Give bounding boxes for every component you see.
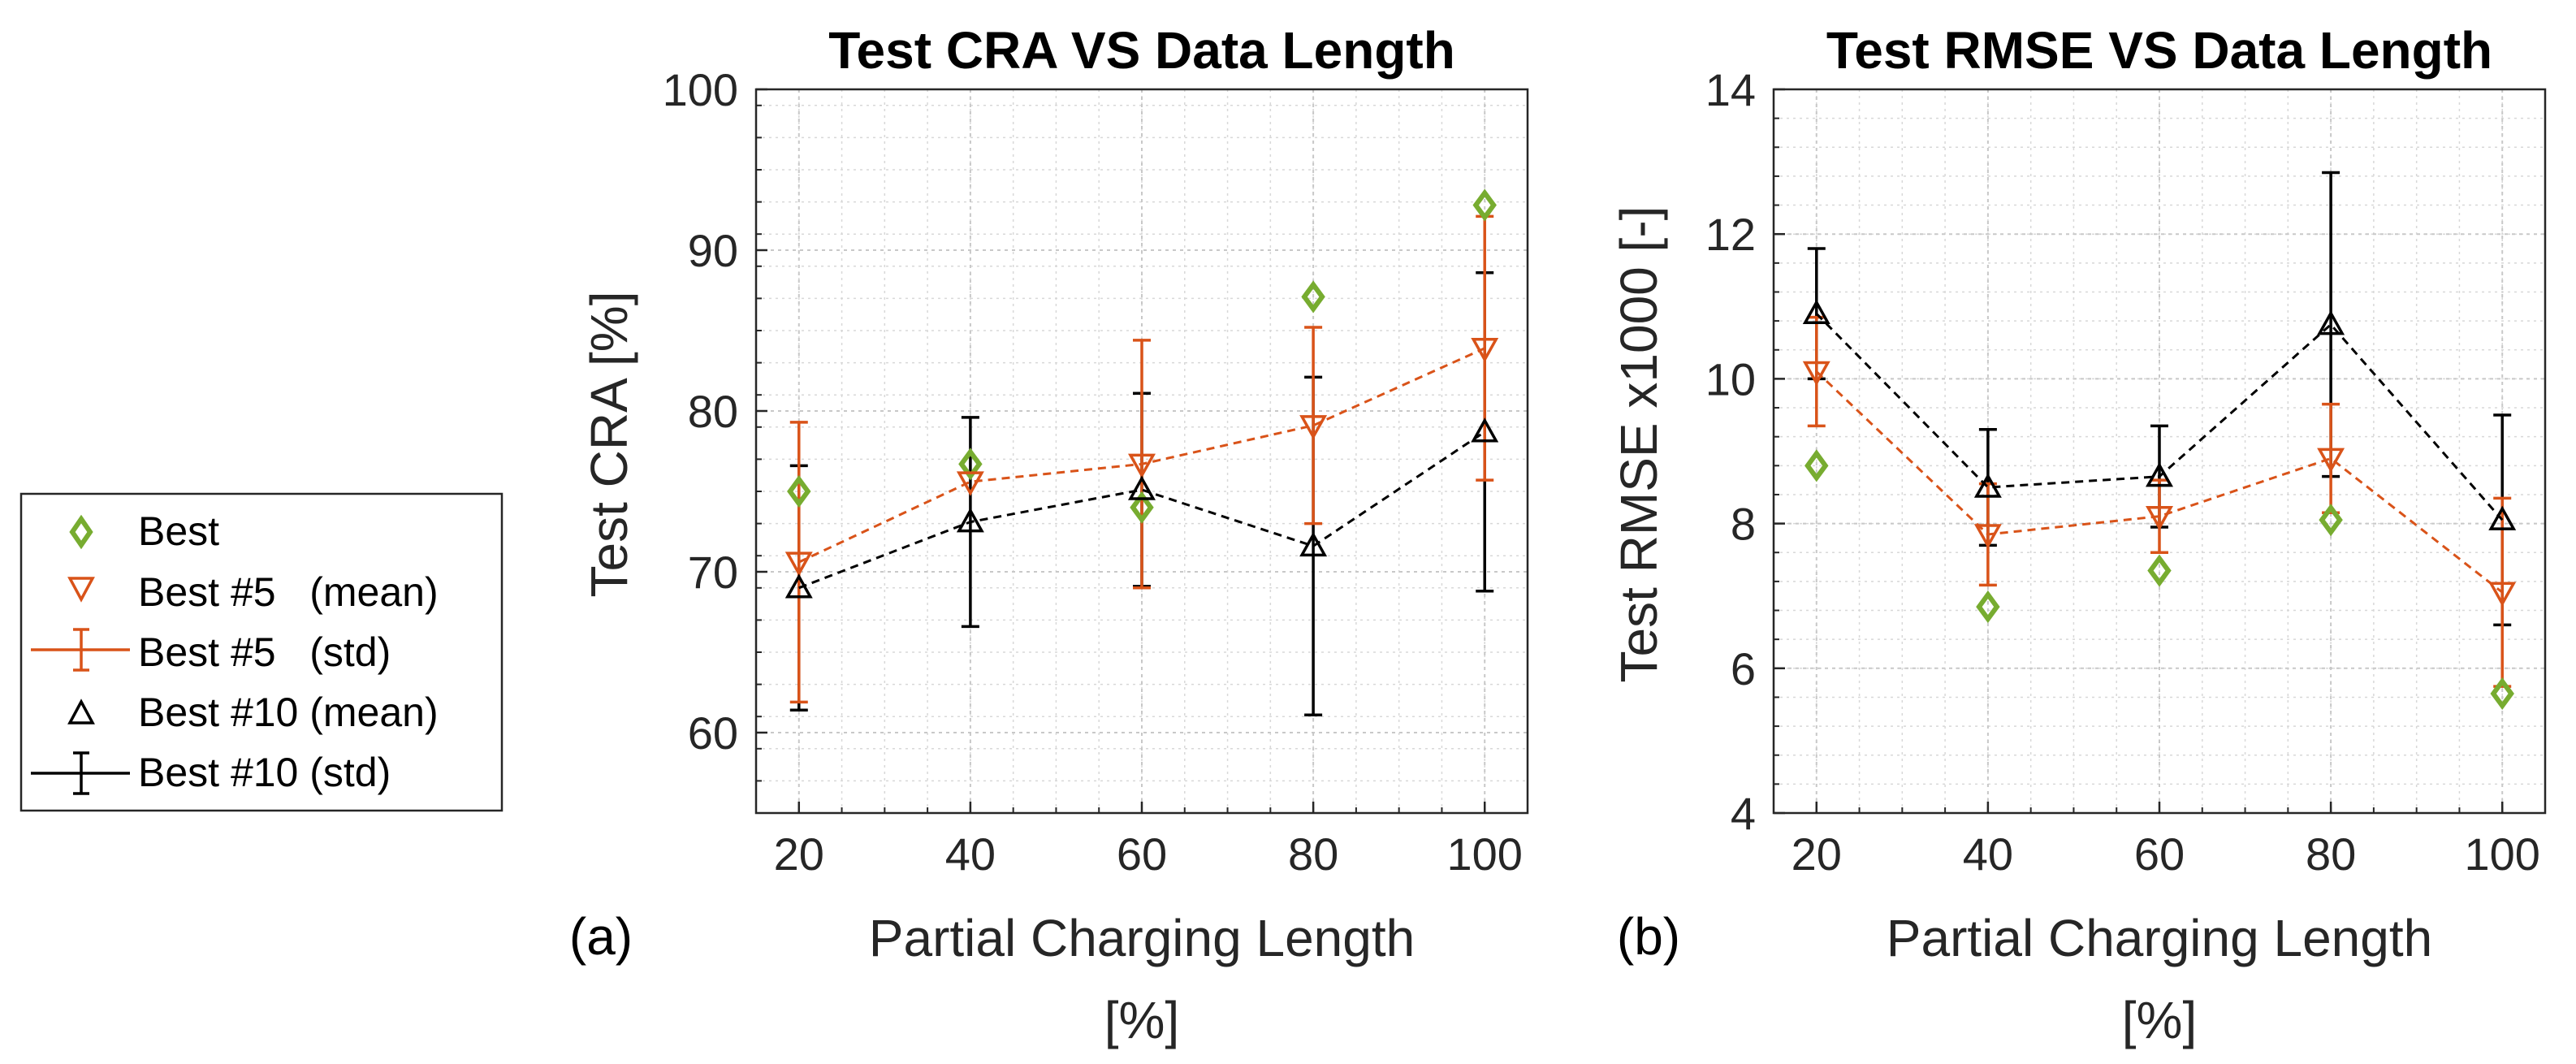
panel-b-best5-mean-point — [1802, 361, 1830, 387]
legend: Best Best #5 (mean) Best #5 (std) Best #… — [19, 492, 504, 812]
panel-a-y-tick-label: 70 — [688, 547, 738, 598]
panel-a-best5-mean-point — [1128, 453, 1156, 478]
panel-a-best5-mean-point — [956, 471, 984, 496]
panel-b-best5-mean-point — [2146, 505, 2173, 531]
panel-b-x-tick-label: 60 — [2134, 828, 2185, 880]
panel-a-xlabel-unit: [%] — [1104, 991, 1179, 1049]
panel-b-best5-mean-point — [2317, 448, 2345, 473]
panel-a-x-tick-label: 40 — [945, 828, 996, 880]
panel-b-best10-line — [1815, 313, 2504, 521]
panel-b-best10-mean-point — [1973, 473, 2002, 498]
legend-label-best5-mean: Best #5 (mean) — [138, 569, 439, 615]
panel-a-best-point — [1472, 188, 1497, 222]
panel-a-best5-mean-point — [1299, 415, 1328, 440]
legend-marker-best5-mean — [67, 577, 95, 603]
legend-label-best10-mean: Best #10 (mean) — [138, 690, 439, 735]
panel-b-ylabel: Test RMSE x1000 [-] — [1610, 206, 1668, 683]
panel-a-best10-mean-point — [956, 508, 984, 533]
panel-a-x-tick-label: 80 — [1288, 828, 1338, 880]
panel-a-y-tick-label: 60 — [688, 707, 738, 759]
panel-b-y-tick-label: 12 — [1705, 209, 1756, 260]
panel-a-best5-mean-point — [1471, 338, 1499, 363]
panel-b-best10-mean-point — [2317, 309, 2345, 335]
panel-a-best-point — [958, 448, 983, 481]
panel-a-best10-mean-point — [1299, 531, 1328, 557]
panel-b: 20 40 60 80 100 4 6 8 10 12 14 Test RMSE VS Data L… — [1610, 21, 2547, 1049]
panel-a-title: Test CRA VS Data Length — [828, 21, 1455, 80]
legend-marker-best10-std — [31, 751, 130, 795]
panel-b-xlabel-unit: [%] — [2122, 991, 2197, 1049]
panel-b-best-point — [2319, 504, 2343, 537]
panel-b-best10-mean-point — [2488, 505, 2517, 530]
panel-a: 20 40 60 80 100 60 70 80 90 100 Test CRA VS Data … — [569, 21, 1529, 1049]
panel-a-ticks: 20 40 60 80 100 60 70 80 90 100 — [663, 64, 1528, 880]
panel-b-best10-mean-point — [1802, 299, 1830, 324]
panel-b-x-tick-label: 100 — [2465, 828, 2540, 880]
panel-b-y-tick-label: 10 — [1705, 353, 1756, 404]
panel-b-best5-line — [1815, 370, 2504, 594]
panel-b-best10-mean-point — [2146, 462, 2173, 487]
legend-label-best10-std: Best #10 (std) — [138, 750, 391, 795]
panel-a-best-point — [1130, 491, 1154, 524]
panel-a-best-point — [787, 474, 811, 508]
panel-a-ylabel: Test CRA [%] — [580, 292, 638, 598]
panel-b-ticks: 20 40 60 80 100 4 6 8 10 12 14 — [1705, 64, 2546, 880]
panel-a-y-tick-label: 90 — [688, 225, 738, 276]
panel-a-best10-mean-point — [784, 573, 813, 599]
panel-b-x-tick-label: 40 — [1963, 828, 2013, 880]
panel-a-best5-line — [798, 347, 1485, 564]
panel-a-label: (a) — [569, 907, 633, 966]
panel-a-y-tick-label: 80 — [688, 386, 738, 437]
legend-label-best: Best — [138, 508, 219, 554]
panel-b-title: Test RMSE VS Data Length — [1826, 21, 2492, 80]
panel-a-best10-mean-point — [1128, 475, 1156, 500]
panel-b-best5-mean-point — [1973, 524, 2002, 549]
panel-a-y-tick-label: 100 — [663, 64, 738, 115]
panel-b-x-tick-label: 80 — [2306, 828, 2356, 880]
panel-a-x-tick-label: 20 — [774, 828, 824, 880]
legend-marker-best5-std — [31, 628, 130, 672]
panel-b-best5-mean-point — [2488, 582, 2517, 607]
legend-box — [19, 492, 504, 812]
panel-a-best-point — [1301, 280, 1325, 314]
panel-b-y-tick-label: 8 — [1731, 499, 1756, 550]
panel-b-best-point — [2490, 677, 2514, 711]
panel-b-best-point — [2147, 554, 2172, 587]
panel-b-x-tick-label: 20 — [1792, 828, 1842, 880]
panel-a-xlabel: Partial Charging Length — [869, 909, 1415, 967]
legend-marker-best — [69, 514, 93, 550]
panel-b-best-point — [1976, 590, 2000, 624]
panel-a-series — [784, 188, 1499, 716]
panel-b-y-tick-label: 6 — [1731, 643, 1756, 694]
panel-a-best5-mean-point — [784, 551, 813, 577]
panel-b-y-tick-label: 14 — [1705, 64, 1756, 115]
panel-b-series — [1802, 171, 2517, 711]
panel-b-label: (b) — [1617, 907, 1680, 966]
panel-b-xlabel: Partial Charging Length — [1887, 909, 2432, 967]
legend-label-best5-std: Best #5 (std) — [138, 629, 391, 675]
panel-b-best-point — [1804, 449, 1829, 482]
panel-b-y-tick-label: 4 — [1731, 788, 1756, 839]
legend-marker-best10-mean — [67, 699, 95, 724]
panel-a-best10-mean-point — [1471, 417, 1499, 443]
panel-a-x-tick-label: 60 — [1117, 828, 1167, 880]
panel-a-x-tick-label: 100 — [1447, 828, 1523, 880]
